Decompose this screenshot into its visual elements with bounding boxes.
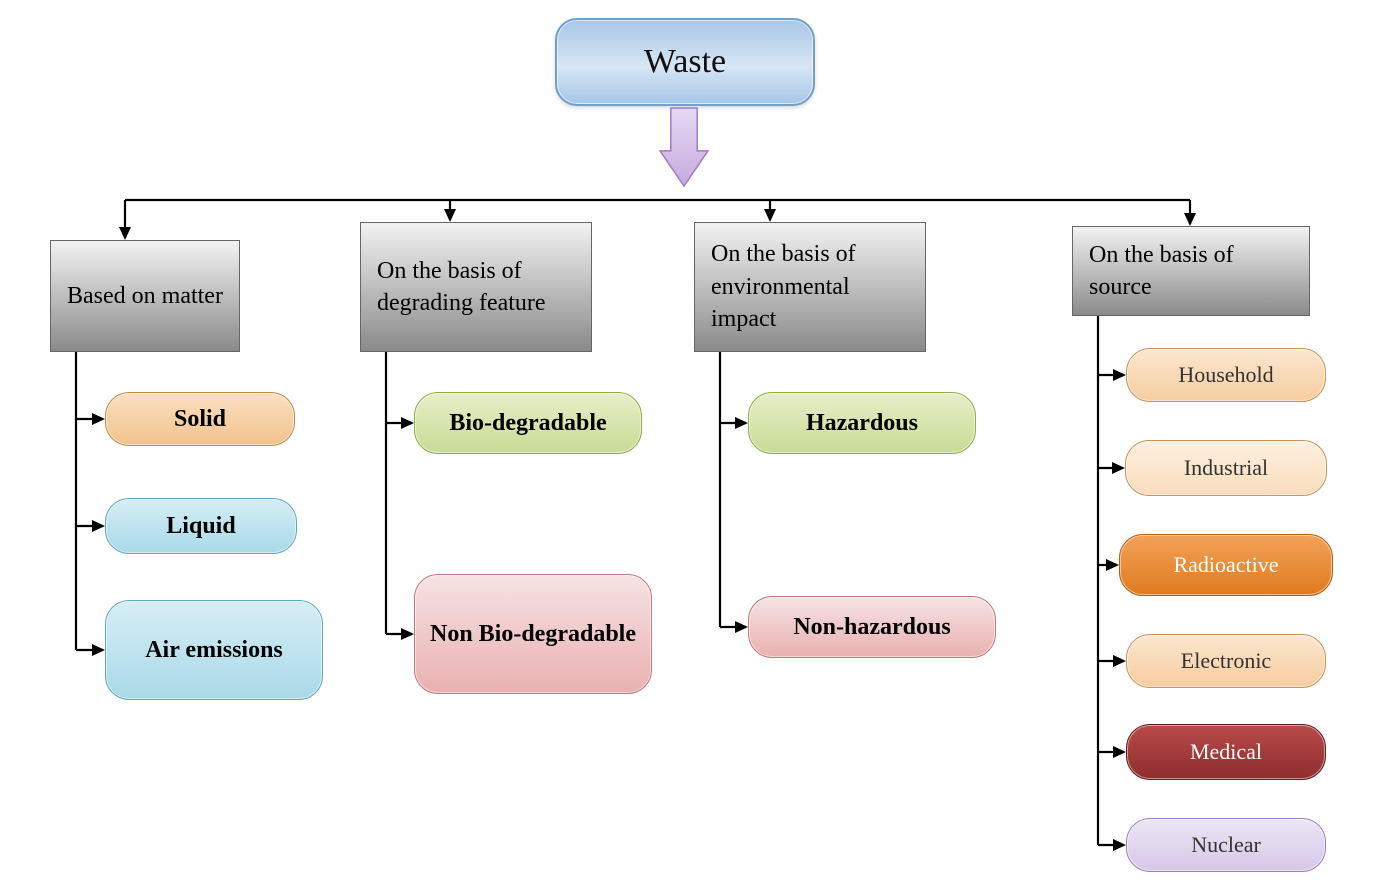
pill-non-hazardous: Non-hazardous [748,596,996,658]
pill-label: Solid [174,405,226,434]
pill-label: Non-hazardous [793,613,950,642]
root-label: Waste [644,43,726,81]
category-label: Based on matter [67,280,223,312]
pill-label: Electronic [1181,648,1271,674]
pill-household: Household [1126,348,1326,402]
root-node-waste: Waste [555,18,815,106]
pill-label: Household [1178,362,1273,388]
pill-liquid: Liquid [105,498,297,554]
pill-electronic: Electronic [1126,634,1326,688]
pill-medical: Medical [1126,724,1326,780]
pill-label: Non Bio-degradable [430,620,636,649]
pill-label: Bio-degradable [449,409,606,438]
category-box-source: On the basis of source [1072,226,1310,316]
category-label: On the basis of source [1089,239,1293,304]
pill-bio-degradable: Bio-degradable [414,392,642,454]
pill-radioactive: Radioactive [1119,534,1333,596]
pill-label: Hazardous [806,409,918,438]
pill-label: Liquid [166,512,235,541]
pill-label: Nuclear [1191,832,1261,858]
category-label: On the basis of degrading feature [377,255,575,320]
category-label: On the basis of environmental impact [711,238,909,335]
pill-label: Radioactive [1173,552,1278,578]
pill-label: Air emissions [145,636,283,665]
pill-label: Medical [1190,739,1262,765]
pill-industrial: Industrial [1125,440,1327,496]
pill-air-emissions: Air emissions [105,600,323,700]
pill-solid: Solid [105,392,295,446]
category-box-matter: Based on matter [50,240,240,352]
pill-hazardous: Hazardous [748,392,976,454]
category-box-impact: On the basis of environmental impact [694,222,926,352]
category-box-degrading: On the basis of degrading feature [360,222,592,352]
pill-label: Industrial [1184,455,1268,481]
pill-non-bio-degradable: Non Bio-degradable [414,574,652,694]
pill-nuclear: Nuclear [1126,818,1326,872]
